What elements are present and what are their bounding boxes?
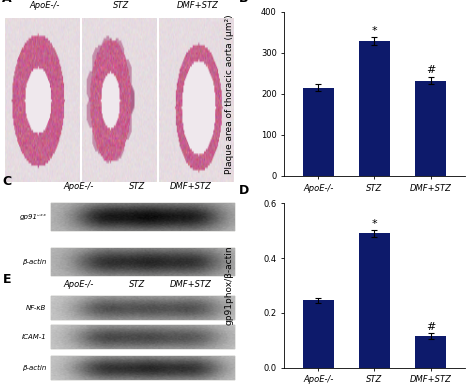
Text: *: *: [372, 219, 377, 229]
Text: D: D: [239, 184, 250, 197]
FancyBboxPatch shape: [51, 248, 235, 276]
FancyBboxPatch shape: [51, 325, 235, 349]
Bar: [303, 88, 334, 176]
Y-axis label: gp91phox/β-actin: gp91phox/β-actin: [225, 246, 234, 325]
FancyBboxPatch shape: [51, 296, 235, 320]
Text: ApoE-/-: ApoE-/-: [29, 1, 59, 10]
FancyBboxPatch shape: [51, 356, 235, 380]
Text: DMF+STZ: DMF+STZ: [170, 280, 211, 289]
Text: STZ: STZ: [129, 280, 145, 289]
Text: #: #: [426, 322, 436, 332]
Bar: [303, 300, 334, 368]
Text: A: A: [2, 0, 12, 5]
Text: ICAM-1: ICAM-1: [22, 334, 46, 340]
Text: DMF+STZ: DMF+STZ: [170, 182, 211, 191]
Text: DMF+STZ: DMF+STZ: [177, 1, 219, 10]
Text: B: B: [239, 0, 249, 5]
Y-axis label: Plaque area of thoracic aorta (μm²): Plaque area of thoracic aorta (μm²): [225, 14, 234, 174]
Text: ApoE-/-: ApoE-/-: [64, 280, 94, 289]
Text: *: *: [372, 25, 377, 36]
Text: ApoE-/-: ApoE-/-: [64, 182, 94, 191]
Bar: [415, 336, 446, 368]
Bar: [359, 41, 390, 176]
Text: STZ: STZ: [129, 182, 145, 191]
Text: β-actin: β-actin: [22, 259, 46, 265]
FancyBboxPatch shape: [51, 203, 235, 231]
Bar: [359, 233, 390, 368]
Bar: [415, 81, 446, 176]
Text: gp91ᵕˣˣ: gp91ᵕˣˣ: [19, 214, 46, 220]
Text: #: #: [426, 65, 436, 75]
Text: E: E: [2, 273, 11, 286]
Text: β-actin: β-actin: [22, 364, 46, 371]
Text: C: C: [2, 175, 11, 188]
Text: STZ: STZ: [113, 1, 129, 10]
Text: NF-κB: NF-κB: [26, 305, 46, 311]
